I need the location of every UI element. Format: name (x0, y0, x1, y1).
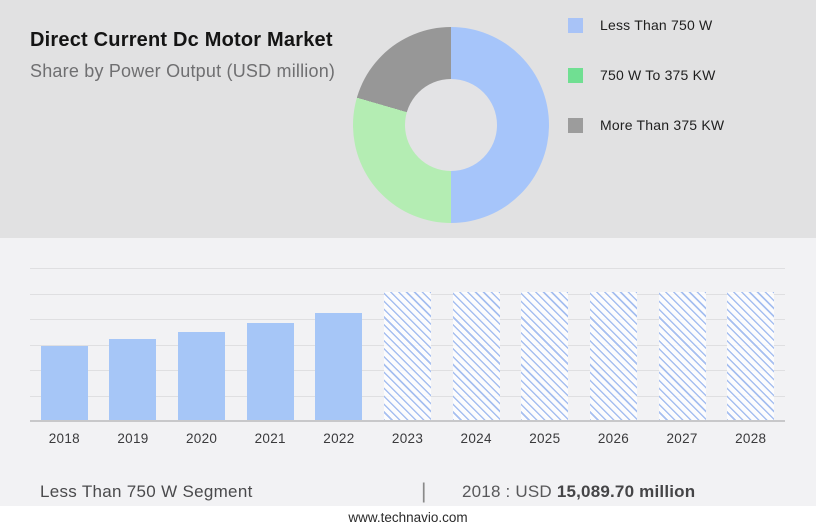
bar-slot (442, 268, 511, 421)
legend-label: More Than 375 KW (600, 117, 725, 133)
bar-slot (716, 268, 785, 421)
bar-2027-forecast (658, 292, 706, 421)
top-section: Direct Current Dc Motor Market Share by … (0, 0, 816, 238)
caption-row: Less Than 750 W Segment | 2018 : USD 15,… (0, 480, 816, 506)
bar-2028-forecast (727, 292, 775, 421)
legend-label: 750 W To 375 KW (600, 67, 716, 83)
donut-hole (405, 79, 497, 171)
legend-item: Less Than 750 W (568, 12, 724, 38)
x-tick-label: 2026 (597, 431, 630, 446)
x-tick-label: 2023 (391, 431, 424, 446)
caption-value-prefix: 2018 : USD (462, 482, 557, 501)
bar-slot (236, 268, 305, 421)
legend-swatch-icon (568, 117, 583, 133)
bar-2022 (315, 313, 363, 421)
donut-chart (353, 27, 549, 223)
page-subtitle: Share by Power Output (USD million) (30, 61, 336, 81)
x-tick-label: 2020 (185, 431, 218, 446)
x-tick-label: 2022 (323, 431, 355, 446)
caption-value-amount: 15,089.70 million (556, 482, 696, 501)
title-block: Direct Current Dc Motor Market Share by … (30, 28, 360, 82)
x-axis-line (30, 420, 785, 422)
legend-swatch-icon (568, 17, 583, 33)
bar-chart-panel: 2018 2019 2020 2021 2022 2023 2024 2025 2026 2027… (0, 238, 816, 506)
page-title: Direct Current Dc Motor Market (30, 29, 333, 51)
bar-2024-forecast (452, 292, 500, 421)
x-tick-label: 2019 (117, 431, 149, 446)
legend-label: Less Than 750 W (600, 17, 713, 33)
bar-slot (99, 268, 168, 421)
x-tick-label: 2018 (48, 431, 80, 446)
bar-2018 (40, 346, 88, 421)
x-tick-label: 2025 (529, 431, 561, 446)
bar-slot (373, 268, 442, 421)
legend-item: More Than 375 KW (568, 112, 724, 138)
segment-label: Less Than 750 W Segment (40, 482, 253, 501)
bar-slot (30, 268, 99, 421)
legend-item: 750 W To 375 KW (568, 62, 724, 88)
bar-slot (510, 268, 579, 421)
donut-legend: Less Than 750 W 750 W To 375 KW More Than … (568, 12, 724, 162)
bar-slot (167, 268, 236, 421)
caption-separator: | (421, 480, 427, 503)
bar-slot (305, 268, 374, 421)
gridline (30, 268, 785, 269)
x-tick-label: 2027 (666, 431, 698, 446)
footer-url: www.technavio.com (348, 509, 468, 525)
bar-chart-plot-area (30, 268, 785, 422)
footer-bar: www.technavio.com (0, 506, 816, 528)
bars-row (30, 268, 785, 421)
bar-2019 (109, 339, 157, 421)
x-tick-label: 2021 (254, 431, 286, 446)
bar-2026-forecast (589, 292, 637, 421)
x-axis-labels: 2018 2019 2020 2021 2022 2023 2024 2025 2026 2027… (30, 431, 785, 446)
legend-swatch-icon (568, 67, 583, 83)
x-tick-label: 2028 (735, 431, 767, 446)
bar-2021 (246, 323, 294, 421)
bar-slot (579, 268, 648, 421)
x-tick-label: 2024 (460, 431, 492, 446)
bar-2020 (178, 332, 226, 421)
bar-2025-forecast (521, 292, 569, 421)
bar-slot (648, 268, 717, 421)
caption-value: 2018 : USD 15,089.70 million (462, 482, 695, 502)
bar-2023-forecast (384, 292, 432, 421)
